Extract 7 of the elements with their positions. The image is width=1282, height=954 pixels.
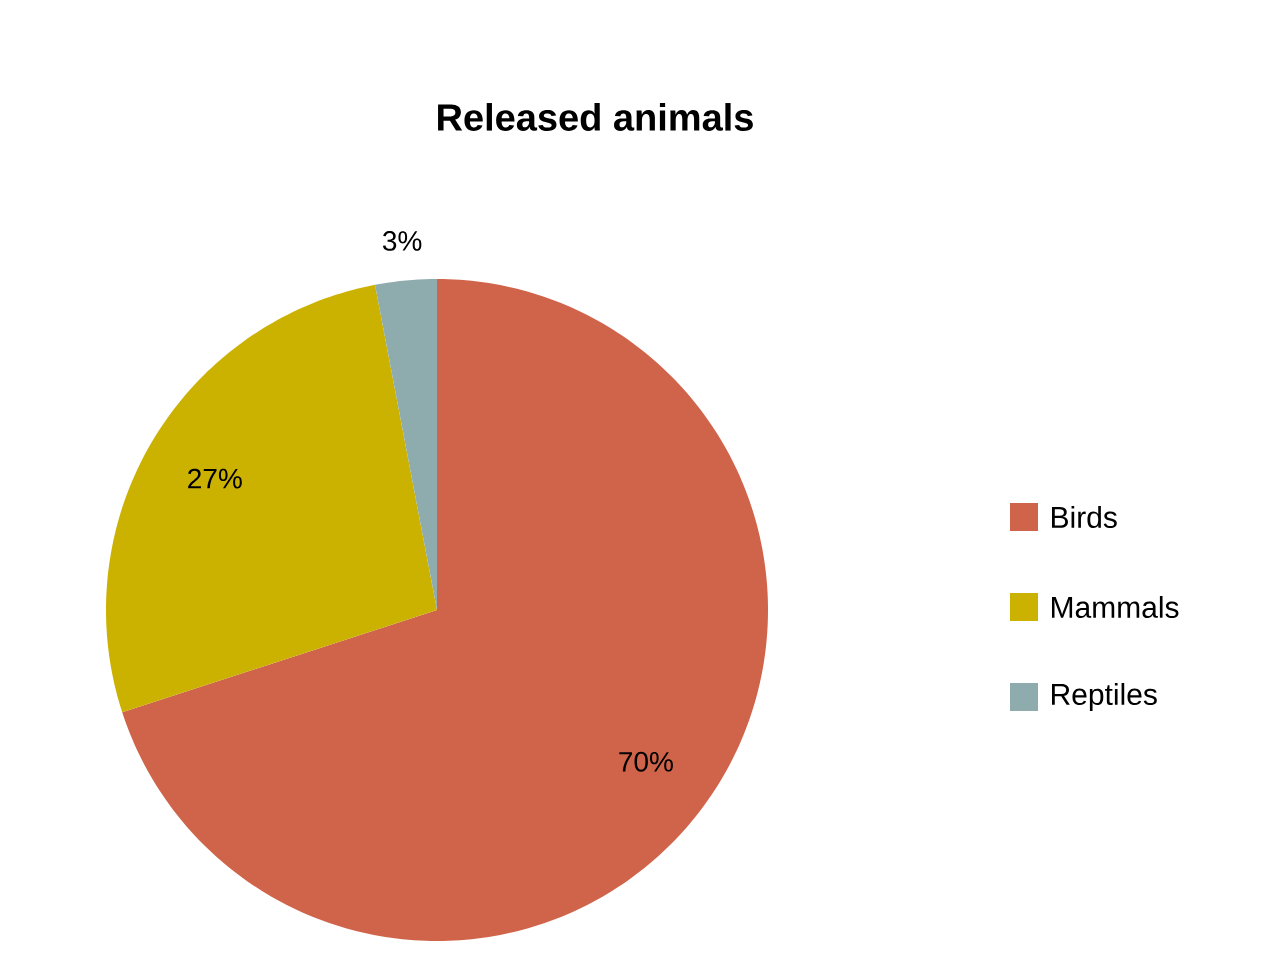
data-label: 3% <box>382 231 422 251</box>
legend-label: Birds <box>1052 505 1117 529</box>
legend-label: Reptiles <box>1052 683 1157 711</box>
data-label: 27% <box>188 468 242 489</box>
chart-title: Released animals <box>438 103 753 131</box>
legend-label: Mammals <box>1052 595 1179 619</box>
data-label: 70% <box>619 751 673 772</box>
